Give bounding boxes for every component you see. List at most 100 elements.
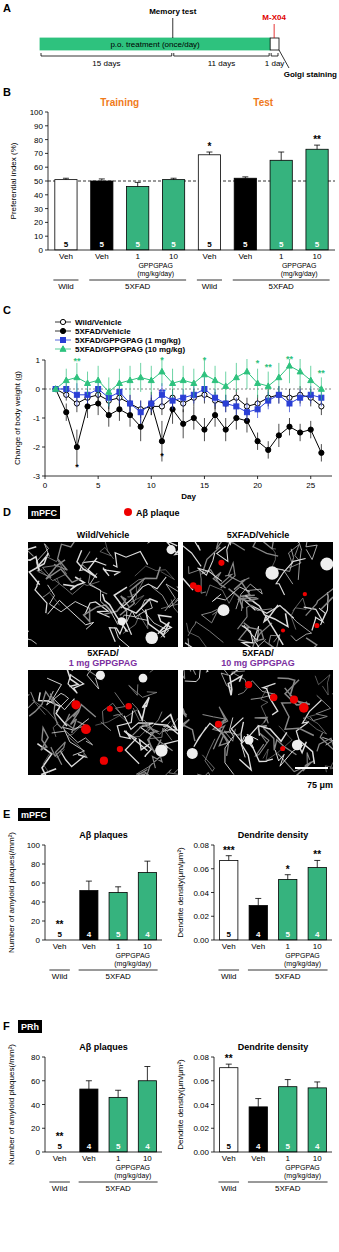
- dose-label: GPPGPAG: [285, 1164, 320, 1171]
- significance: *: [207, 141, 211, 152]
- significance: **: [313, 849, 321, 860]
- soma: [265, 566, 278, 579]
- image-title: 1 mg GPPGPAG: [69, 658, 137, 668]
- point: [159, 368, 165, 374]
- dendrite: [221, 563, 250, 588]
- legend-dot: [124, 508, 132, 516]
- dendrite: [306, 584, 333, 616]
- series-line: [56, 366, 322, 392]
- dendrite: [188, 622, 223, 643]
- group-line: [53, 280, 78, 281]
- point: [287, 401, 292, 406]
- y-tick: [45, 208, 48, 209]
- dendrite: [252, 641, 279, 647]
- point: [265, 383, 271, 389]
- x-tick-label: 1: [286, 942, 291, 951]
- dose-label: GPPGPAG: [285, 952, 320, 959]
- dendrite: [46, 560, 81, 582]
- point: [233, 374, 239, 380]
- soma: [244, 735, 253, 744]
- region-box: [18, 1020, 42, 1033]
- dendrite: [131, 585, 144, 605]
- chart-title: Dendrite density: [238, 830, 309, 840]
- y-tick-label: 40: [34, 191, 43, 200]
- point: [181, 395, 186, 400]
- dendrite: [237, 605, 272, 629]
- point: [148, 377, 154, 383]
- error-cap: [171, 178, 177, 179]
- soma: [145, 631, 158, 644]
- dendrite: [217, 542, 231, 561]
- annotation: **: [73, 356, 81, 366]
- dendrite: [203, 715, 232, 733]
- plot-area: [45, 359, 332, 464]
- dendrite: [285, 680, 310, 705]
- x-tick-label: 15: [200, 481, 209, 490]
- x-tick-label: Veh: [82, 1154, 96, 1163]
- dose-label: GPPGPAG: [116, 952, 151, 959]
- dendrite: [183, 670, 191, 679]
- group-label: 5XFAD: [105, 1184, 131, 1193]
- plaque: [107, 706, 113, 712]
- n-label: 5: [135, 240, 140, 249]
- group-line: [79, 1182, 158, 1183]
- point: [106, 413, 111, 418]
- soma: [139, 674, 148, 683]
- y-tick: [42, 1152, 45, 1153]
- y-axis: [48, 112, 49, 250]
- point: [255, 407, 260, 412]
- dendrite: [257, 685, 269, 729]
- dendrite: [185, 643, 214, 647]
- point: [117, 407, 122, 412]
- point: [74, 392, 79, 397]
- group-label: 5XFAD: [105, 972, 131, 981]
- dendrite: [183, 542, 201, 566]
- plaque: [280, 746, 285, 751]
- group-label: Wild: [52, 1184, 68, 1193]
- dendrite: [225, 717, 234, 774]
- bar: [198, 155, 220, 250]
- dendrite: [145, 610, 169, 635]
- micrograph: [28, 542, 178, 647]
- error-bar: [88, 881, 89, 891]
- legend-marker: [60, 328, 65, 333]
- error-bar: [287, 875, 288, 880]
- point: [181, 421, 186, 426]
- plaque: [290, 696, 298, 704]
- image-title: 5XFAD/Vehicle: [227, 530, 290, 540]
- y-tick: [42, 476, 45, 477]
- annotation: *: [203, 355, 207, 365]
- y-tick: [45, 194, 48, 195]
- legend-label: 5XFAD/GPPGPAG (1 mg/kg): [75, 336, 181, 345]
- dendrite: [242, 626, 253, 647]
- n-label: 5: [64, 240, 69, 249]
- group-label: 5XFAD: [275, 1184, 301, 1193]
- bar: [306, 149, 328, 250]
- n-label: 5: [279, 240, 284, 249]
- point: [170, 380, 176, 386]
- dose-label: GPPGPAG: [282, 262, 317, 269]
- soma: [292, 740, 303, 751]
- y-tick-label: 0.04: [193, 889, 209, 898]
- point: [85, 404, 90, 409]
- error-bar: [147, 861, 148, 872]
- y-tick: [42, 845, 45, 846]
- y-tick: [42, 360, 45, 361]
- legend-label: 5XFAD/GPPGPAG (10 mg/kg): [75, 345, 185, 354]
- bar: [80, 891, 98, 940]
- dendrite: [224, 729, 239, 741]
- plaque: [215, 721, 222, 728]
- dendrite: [189, 566, 206, 593]
- y-tick: [45, 236, 48, 237]
- x-tick-label: 10: [169, 252, 178, 261]
- point: [298, 395, 303, 400]
- point: [297, 368, 303, 374]
- dendrite: [89, 573, 117, 624]
- y-tick-label: 0: [39, 246, 44, 255]
- reference-line: [45, 389, 332, 390]
- point: [63, 377, 69, 383]
- group-line: [49, 1182, 69, 1183]
- panel-label: C: [3, 304, 11, 316]
- point: [255, 380, 261, 386]
- x-axis: [45, 476, 332, 477]
